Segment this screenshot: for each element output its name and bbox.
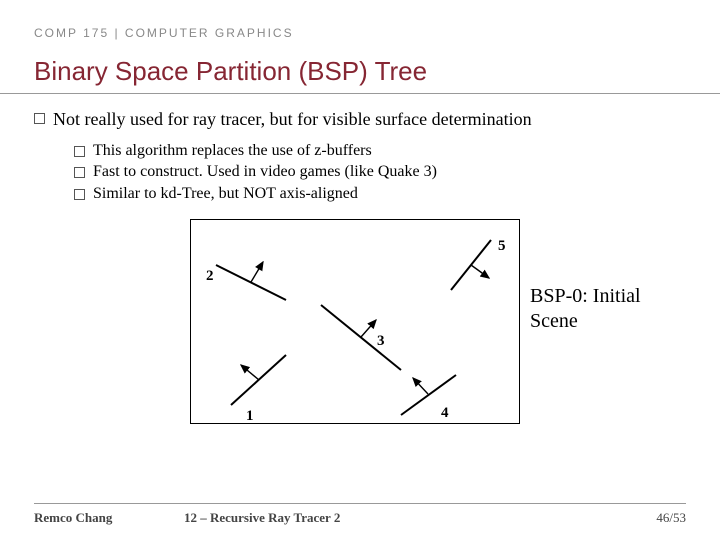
segment-line <box>216 265 286 300</box>
footer-lecture: 12 – Recursive Ray Tracer 2 <box>184 510 606 526</box>
diagram-caption: BSP-0: Initial Scene <box>530 284 680 334</box>
sub-bullet-text: Similar to kd-Tree, but NOT axis-aligned <box>93 184 358 205</box>
normal-arrow <box>361 320 376 337</box>
slide-title: Binary Space Partition (BSP) Tree <box>0 48 720 94</box>
normal-arrow <box>241 365 259 380</box>
checkbox-icon <box>74 167 85 178</box>
main-bullet-row: Not really used for ray tracer, but for … <box>34 108 686 131</box>
segment-label: 5 <box>498 238 506 255</box>
checkbox-icon <box>74 189 85 200</box>
content-area: Not really used for ray tracer, but for … <box>0 108 720 434</box>
normal-arrow <box>413 378 428 394</box>
bsp-svg <box>191 220 521 425</box>
footer-author: Remco Chang <box>34 510 184 526</box>
bsp-diagram: 1 2 3 4 5 <box>190 219 520 424</box>
segment-label: 4 <box>441 405 449 422</box>
checkbox-icon <box>74 146 85 157</box>
footer: Remco Chang 12 – Recursive Ray Tracer 2 … <box>34 503 686 526</box>
segment-label: 2 <box>206 268 214 285</box>
footer-page: 46/53 <box>606 510 686 526</box>
sub-bullet-text: This algorithm replaces the use of z-buf… <box>93 141 372 162</box>
checkbox-icon <box>34 113 45 124</box>
sub-bullet-row: This algorithm replaces the use of z-buf… <box>74 141 686 162</box>
sub-bullet-row: Fast to construct. Used in video games (… <box>74 162 686 183</box>
course-header: COMP 175 | COMPUTER GRAPHICS <box>0 0 720 48</box>
diagram-area: 12345 BSP-0: Initial Scene <box>100 219 620 434</box>
segment-label: 3 <box>377 333 385 350</box>
normal-arrow <box>471 265 489 278</box>
main-bullet-text: Not really used for ray tracer, but for … <box>53 108 532 131</box>
sub-bullet-list: This algorithm replaces the use of z-buf… <box>74 141 686 205</box>
sub-bullet-text: Fast to construct. Used in video games (… <box>93 162 437 183</box>
normal-arrow <box>251 262 263 282</box>
sub-bullet-row: Similar to kd-Tree, but NOT axis-aligned <box>74 184 686 205</box>
segment-line <box>321 305 401 370</box>
segment-label: 1 <box>246 408 254 425</box>
